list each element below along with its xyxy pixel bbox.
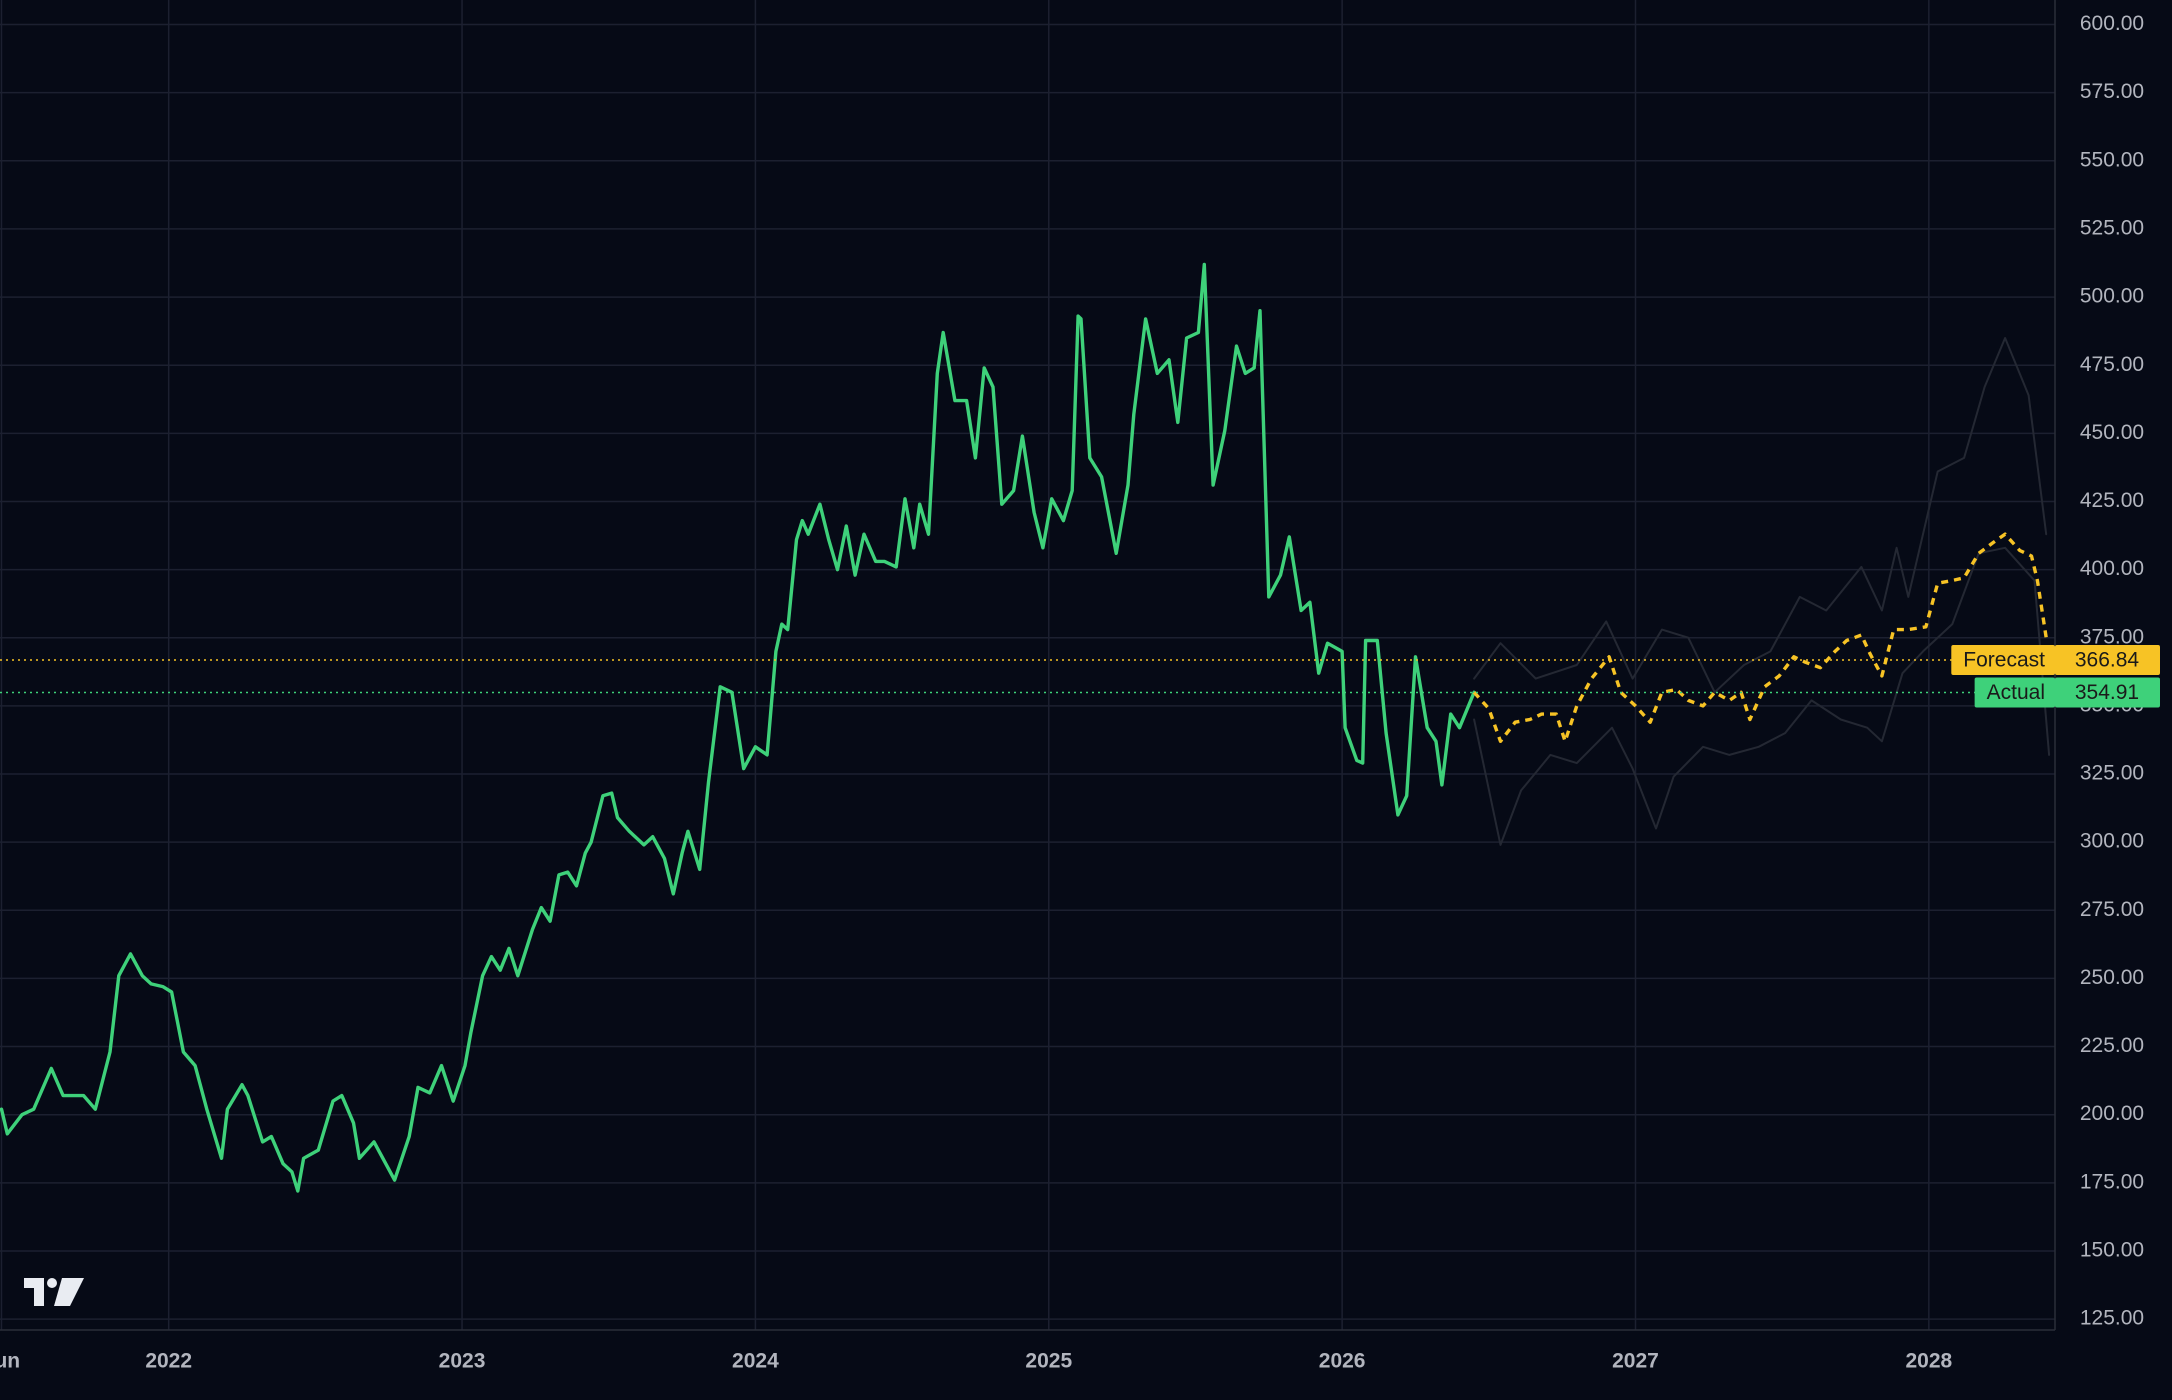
y-tick-label: 475.00 <box>2080 353 2144 376</box>
x-tick-label: 2023 <box>439 1350 486 1373</box>
y-tick-label: 500.00 <box>2080 285 2144 308</box>
y-tick-label: 450.00 <box>2080 421 2144 444</box>
scenario-line <box>1473 337 2048 694</box>
price-label-value-bg <box>2055 677 2160 708</box>
y-tick-label: 425.00 <box>2080 489 2144 512</box>
y-tick-label: 375.00 <box>2080 625 2144 648</box>
price-label-name-bg <box>1974 677 2055 708</box>
price-label-name: Actual <box>1987 681 2045 704</box>
x-tick-label: 2028 <box>1905 1350 1952 1373</box>
x-tick-label: 2024 <box>732 1350 779 1373</box>
y-tick-label: 125.00 <box>2080 1307 2144 1330</box>
price-label-value-bg <box>2055 644 2160 675</box>
y-tick-label: 200.00 <box>2080 1102 2144 1125</box>
y-tick-label: 175.00 <box>2080 1170 2144 1193</box>
price-label-value: 366.84 <box>2075 649 2140 672</box>
x-tick-label: 2027 <box>1612 1350 1659 1373</box>
series-line <box>1472 532 2048 743</box>
x-tick-label: 2022 <box>145 1350 192 1373</box>
price-label-name: Forecast <box>1963 649 2045 672</box>
plot-area <box>0 262 2055 1193</box>
y-tick-label: 600.00 <box>2080 12 2144 35</box>
y-tick-label: 150.00 <box>2080 1239 2144 1262</box>
y-tick-label: 300.00 <box>2080 830 2144 853</box>
y-tick-label: 325.00 <box>2080 762 2144 785</box>
grid <box>0 0 2055 1330</box>
y-tick-label: 275.00 <box>2080 898 2144 921</box>
x-tick-label: 2026 <box>1319 1350 1366 1373</box>
y-tick-label: 225.00 <box>2080 1034 2144 1057</box>
logo-mark <box>47 1278 57 1288</box>
series-line <box>0 262 1476 1193</box>
price-label-name-bg <box>1951 644 2055 675</box>
scenario-line <box>1473 546 2051 846</box>
x-tick-label: 2025 <box>1025 1350 1072 1373</box>
logo-mark <box>54 1278 84 1306</box>
price-label-value: 354.91 <box>2075 681 2139 704</box>
y-tick-label: 400.00 <box>2080 557 2144 580</box>
x-tick-label: Jun <box>0 1350 20 1373</box>
y-tick-label: 525.00 <box>2080 216 2144 239</box>
y-tick-label: 575.00 <box>2080 80 2144 103</box>
logo-mark <box>24 1278 44 1306</box>
price-labels: Actual 354.91 Forecast 366.84 <box>1951 644 2160 708</box>
y-tick-label: 550.00 <box>2080 148 2144 171</box>
logo <box>24 1278 84 1306</box>
y-tick-label: 250.00 <box>2080 966 2144 989</box>
